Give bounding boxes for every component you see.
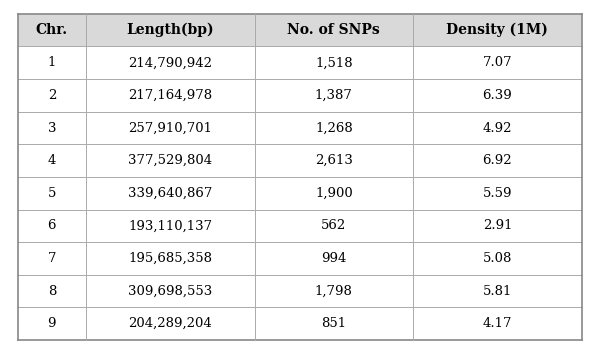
Text: 851: 851 [321, 317, 346, 330]
Text: 339,640,867: 339,640,867 [128, 187, 212, 200]
Text: 5.59: 5.59 [482, 187, 512, 200]
Text: 6.39: 6.39 [482, 89, 512, 102]
Text: 195,685,358: 195,685,358 [128, 252, 212, 265]
Text: 2: 2 [47, 89, 56, 102]
Text: 1,268: 1,268 [315, 121, 353, 135]
Text: 4.92: 4.92 [482, 121, 512, 135]
Text: 1: 1 [47, 56, 56, 69]
Text: 1,798: 1,798 [315, 285, 353, 298]
Text: 1,900: 1,900 [315, 187, 353, 200]
Text: 6.92: 6.92 [482, 154, 512, 167]
Text: 1,518: 1,518 [315, 56, 353, 69]
Text: 2,613: 2,613 [315, 154, 353, 167]
Text: 562: 562 [321, 219, 346, 232]
Text: 214,790,942: 214,790,942 [128, 56, 212, 69]
Text: 5: 5 [47, 187, 56, 200]
Text: 1,387: 1,387 [315, 89, 353, 102]
Text: 2.91: 2.91 [482, 219, 512, 232]
Text: 193,110,137: 193,110,137 [128, 219, 212, 232]
Text: 6: 6 [47, 219, 56, 232]
Text: 7: 7 [47, 252, 56, 265]
Text: 217,164,978: 217,164,978 [128, 89, 212, 102]
Text: Length(bp): Length(bp) [127, 23, 214, 37]
Text: 309,698,553: 309,698,553 [128, 285, 212, 298]
Text: 4: 4 [47, 154, 56, 167]
Text: 5.81: 5.81 [483, 285, 512, 298]
Text: 8: 8 [47, 285, 56, 298]
Text: 377,529,804: 377,529,804 [128, 154, 212, 167]
Text: 3: 3 [47, 121, 56, 135]
Text: No. of SNPs: No. of SNPs [287, 23, 380, 37]
Text: Chr.: Chr. [36, 23, 68, 37]
Text: 7.07: 7.07 [482, 56, 512, 69]
Text: 257,910,701: 257,910,701 [128, 121, 212, 135]
Text: 994: 994 [321, 252, 347, 265]
Bar [18, 14, 582, 46]
Text: Density (1M): Density (1M) [446, 23, 548, 37]
Text: 9: 9 [47, 317, 56, 330]
Text: 5.08: 5.08 [483, 252, 512, 265]
Text: 204,289,204: 204,289,204 [128, 317, 212, 330]
Text: 4.17: 4.17 [482, 317, 512, 330]
